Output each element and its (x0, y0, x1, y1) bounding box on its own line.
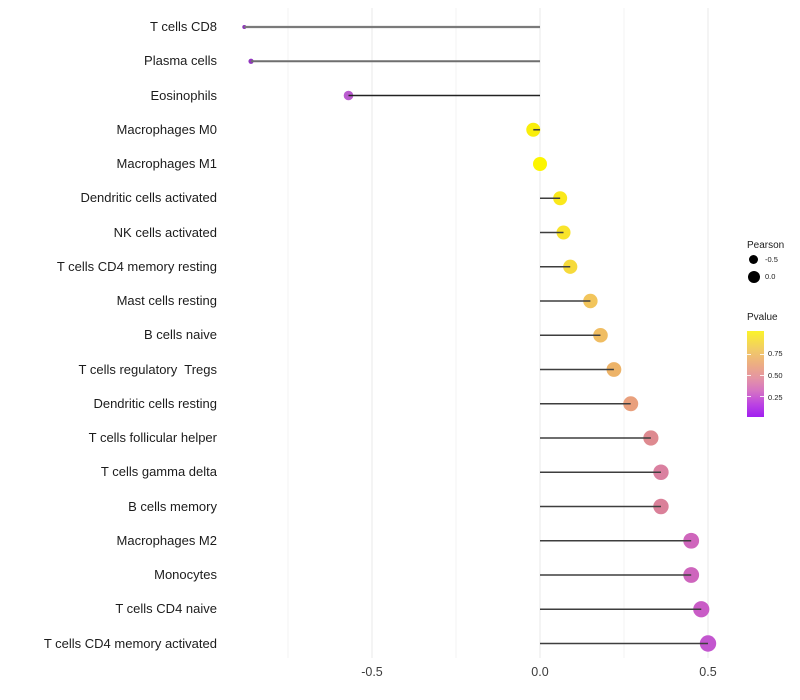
y-axis-label: Macrophages M0 (116, 121, 217, 137)
y-axis-label: Eosinophils (150, 87, 218, 103)
y-axis-label: T cells gamma delta (100, 464, 217, 480)
y-axis-label: Dendritic cells resting (93, 395, 217, 411)
legend-pvalue-title: Pvalue (747, 312, 778, 323)
colorbar-tick-label: 0.50 (768, 370, 783, 380)
size-dot-large-icon (747, 270, 760, 283)
y-axis-label: B cells naive (144, 327, 217, 343)
size-dot-small-icon (749, 255, 758, 264)
y-axis-label: T cells regulatory Tregs (78, 361, 217, 377)
y-axis-label: T cells CD4 memory resting (56, 258, 217, 274)
y-axis-label: Macrophages M1 (116, 156, 217, 171)
x-axis-tick-label: 0.0 (531, 665, 549, 679)
colorbar-tick-mark (760, 396, 764, 398)
data-point (248, 58, 254, 64)
pvalue-gradient-bar (747, 331, 764, 417)
legend: Pearson -0.5 0.0 Pvalue 0.75 0.50 0.25 (740, 240, 800, 419)
y-axis-label: Dendritic cells activated (80, 190, 217, 206)
y-axis-label: Monocytes (154, 567, 217, 582)
size-entry-label: -0.5 (765, 255, 778, 264)
x-axis-tick-label: 0.5 (699, 665, 717, 679)
x-axis-tick-label: -0.5 (361, 665, 383, 679)
colorbar-tick-label: 0.25 (768, 392, 783, 402)
colorbar-tick-mark (747, 374, 751, 376)
colorbar-tick-label: 0.75 (768, 349, 783, 359)
y-axis-label: B cells memory (128, 498, 217, 514)
colorbar-tick-mark (747, 353, 751, 355)
legend-size-entry: -0.5 (747, 251, 800, 268)
data-point (533, 157, 547, 171)
y-axis-label: T cells CD8 (150, 19, 217, 34)
y-axis-label: T cells follicular helper (88, 430, 217, 445)
pvalue-colorbar: 0.75 0.50 0.25 (747, 331, 800, 419)
y-axis-label: T cells CD4 memory activated (43, 635, 217, 651)
size-entry-label: 0.0 (765, 272, 776, 281)
legend-size-entry: 0.0 (747, 268, 800, 285)
y-axis-label: Plasma cells (144, 53, 217, 69)
colorbar-tick-mark (747, 396, 751, 398)
legend-pearson-title: Pearson (747, 240, 785, 251)
colorbar-tick-mark (760, 374, 764, 376)
y-axis-label: T cells CD4 naive (115, 601, 217, 617)
y-axis-label: NK cells activated (113, 224, 217, 240)
colorbar-tick-mark (760, 353, 764, 355)
y-axis-label: Macrophages M2 (116, 532, 217, 548)
y-axis-label: Mast cells resting (116, 293, 217, 308)
